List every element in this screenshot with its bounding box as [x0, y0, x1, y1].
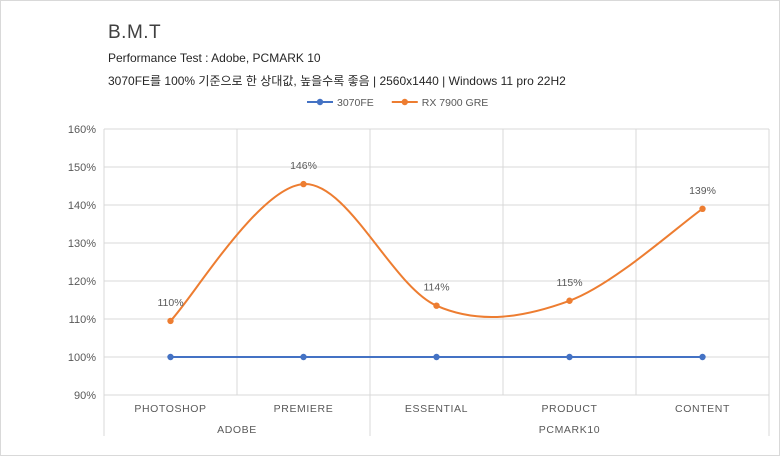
y-tick-label: 140% [68, 200, 96, 212]
y-axis-labels: 90% 100% 110% 120% 130% 140% 150% 160% [68, 124, 96, 402]
legend-swatch-marker [401, 98, 408, 106]
group-label: ADOBE [217, 424, 257, 436]
legend-label: 3070FE [337, 97, 374, 109]
y-tick-label: 160% [68, 124, 96, 136]
data-point [300, 353, 307, 361]
data-point [167, 353, 174, 361]
x-tick-label: ESSENTIAL [405, 403, 468, 415]
data-label: 115% [556, 277, 582, 289]
x-tick-label: PHOTOSHOP [134, 403, 206, 415]
data-point [566, 297, 573, 304]
data-point [566, 353, 573, 361]
series-line-1 [169, 183, 704, 322]
chart-title: B.M.T [108, 22, 162, 43]
data-point [699, 205, 706, 212]
x-axis: PHOTOSHOP PREMIERE ESSENTIAL PRODUCT CONTENT… [103, 394, 770, 436]
legend-label: RX 7900 GRE [422, 97, 489, 109]
y-tick-label: 100% [68, 352, 96, 364]
y-tick-label: 120% [68, 276, 96, 288]
series-layer: 110% 146% 114% 115% 139% [157, 160, 716, 361]
data-label: 146% [290, 160, 317, 172]
data-label: 114% [423, 282, 449, 294]
data-point [433, 302, 440, 309]
y-tick-label: 90% [74, 390, 96, 402]
data-label: 110% [157, 297, 183, 309]
data-point [433, 353, 440, 361]
data-point [300, 180, 307, 188]
chart-subtitle-detail: 3070FE를 100% 기준으로 한 상대값, 높을수록 좋음 | 2560x… [108, 74, 566, 88]
y-tick-label: 130% [68, 238, 96, 250]
group-label: PCMARK10 [539, 424, 600, 436]
data-point [167, 317, 174, 325]
data-label: 139% [689, 185, 716, 197]
y-tick-label: 150% [68, 162, 96, 174]
y-tick-label: 110% [69, 314, 97, 326]
x-tick-label: CONTENT [675, 403, 730, 415]
legend: 3070FE RX 7900 GRE [307, 97, 488, 109]
x-tick-label: PRODUCT [541, 403, 597, 415]
chart-subtitle: Performance Test : Adobe, PCMARK 10 [108, 51, 321, 65]
x-tick-label: PREMIERE [274, 403, 334, 415]
legend-swatch-marker [316, 98, 324, 106]
data-point [699, 353, 706, 361]
